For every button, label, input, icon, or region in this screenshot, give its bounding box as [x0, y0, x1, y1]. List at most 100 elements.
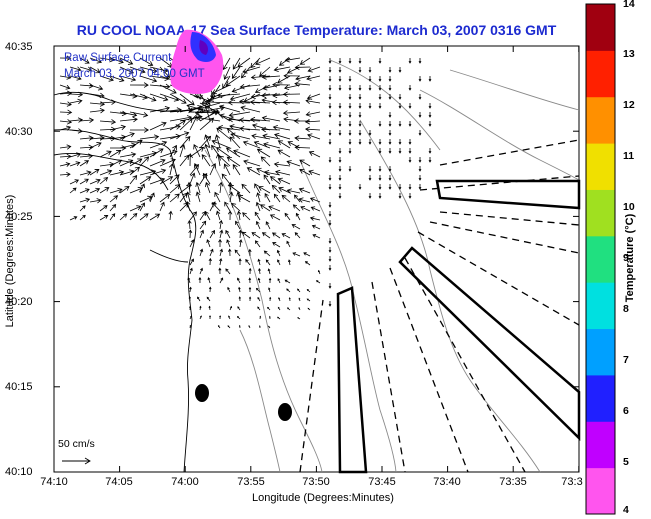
current-vector: [211, 139, 231, 149]
current-vector: [248, 267, 252, 275]
current-vector: [418, 130, 422, 136]
current-vector: [338, 166, 342, 172]
current-vector: [59, 55, 72, 61]
colorbar-band: [586, 467, 615, 515]
current-vector: [388, 121, 392, 127]
current-vector: [248, 286, 252, 293]
current-vector: [228, 111, 251, 118]
current-vector: [250, 93, 271, 100]
current-vector: [119, 213, 128, 221]
current-vector: [263, 174, 271, 185]
current-vector: [99, 205, 108, 212]
current-vector: [281, 233, 291, 239]
current-vector: [259, 66, 271, 77]
current-vector: [254, 240, 261, 248]
current-vector: [89, 66, 101, 74]
current-vector: [338, 103, 342, 109]
current-vector: [89, 187, 101, 194]
current-vector: [328, 112, 332, 118]
current-vector: [99, 75, 114, 82]
bathymetry-contours: [204, 59, 580, 473]
current-vector: [119, 93, 138, 99]
current-vector: [259, 325, 261, 329]
x-tick-label: 73:35: [499, 476, 527, 488]
current-vector: [348, 112, 352, 118]
current-vector: [408, 85, 412, 91]
current-vector: [254, 211, 261, 221]
current-vector: [273, 193, 281, 203]
current-vector: [79, 135, 94, 141]
current-vector: [168, 163, 175, 176]
colorbar-band: [586, 421, 615, 469]
current-vector: [307, 307, 311, 311]
current-vector: [237, 195, 251, 203]
current-vector: [308, 151, 321, 158]
current-vector: [338, 130, 342, 136]
current-vector: [219, 277, 224, 284]
current-vector: [179, 192, 188, 203]
current-vector: [89, 101, 106, 107]
current-vector: [358, 94, 362, 100]
current-vector: [69, 75, 82, 81]
current-vector: [256, 148, 271, 158]
current-vector: [79, 66, 93, 72]
current-vector: [237, 277, 241, 284]
current-vector: [69, 66, 82, 72]
current-vector: [219, 229, 224, 239]
current-vector: [275, 169, 291, 176]
current-vector: [109, 75, 125, 83]
current-vector: [408, 139, 412, 145]
colorbar-tick-label: 6: [623, 405, 629, 417]
current-vector: [317, 269, 321, 275]
current-vector: [119, 152, 137, 158]
axis-ticks: [53, 45, 580, 473]
current-vector: [222, 57, 231, 71]
current-vector: [59, 109, 73, 116]
current-vector: [311, 224, 321, 230]
current-vector: [272, 242, 281, 248]
colorbar-tick-label: 13: [623, 48, 635, 60]
current-vector: [179, 144, 186, 158]
current-vector: [358, 85, 362, 91]
current-vector: [227, 325, 231, 329]
current-vector: [338, 175, 342, 181]
current-vector: [267, 268, 271, 275]
current-vector: [242, 66, 261, 74]
current-vector: [229, 136, 241, 149]
colorbar-band: [586, 328, 615, 376]
current-vector: [418, 58, 422, 64]
current-vector: [348, 103, 352, 109]
current-vector: [257, 296, 261, 302]
current-vector: [89, 178, 101, 185]
current-vector: [226, 156, 241, 167]
current-vector: [299, 57, 311, 65]
current-vector: [69, 161, 81, 167]
current-vector: [238, 239, 243, 248]
current-vector: [199, 267, 204, 275]
current-vector: [109, 203, 117, 212]
x-axis-title: Longitude (Degrees:Minutes): [252, 492, 394, 504]
current-vector: [418, 76, 422, 82]
current-vector: [245, 259, 251, 266]
current-vector: [79, 170, 92, 176]
current-vector: [238, 258, 242, 266]
current-vector: [189, 115, 198, 131]
current-vector: [261, 115, 281, 122]
current-vector: [129, 213, 138, 221]
current-vector: [358, 67, 362, 73]
current-vector: [250, 116, 271, 123]
current-vector: [235, 220, 241, 230]
current-vector: [408, 184, 412, 190]
current-vector: [428, 112, 432, 118]
current-vector: [69, 98, 83, 105]
current-vector: [328, 265, 332, 271]
current-vector: [306, 75, 321, 81]
current-vector: [358, 103, 362, 109]
current-vector: [277, 316, 281, 320]
current-vector: [300, 205, 311, 212]
current-vector: [238, 296, 241, 302]
current-vector: [278, 186, 291, 194]
current-vector: [69, 117, 84, 123]
current-vector: [149, 121, 167, 131]
current-vector: [223, 66, 231, 80]
